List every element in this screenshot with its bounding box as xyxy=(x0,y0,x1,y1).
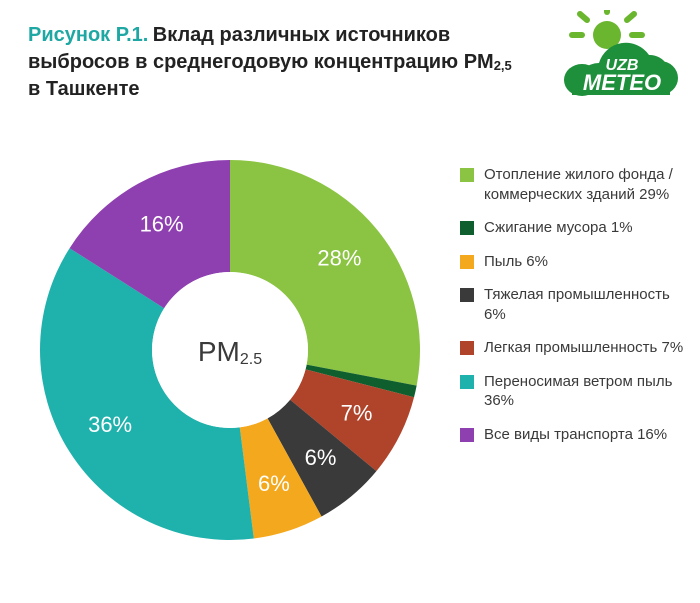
legend-text: Тяжелая промышленность 6% xyxy=(484,285,685,324)
legend-item: Пыль 6% xyxy=(460,252,685,272)
title-main-post: в Ташкенте xyxy=(28,78,140,100)
legend-swatch xyxy=(460,288,474,302)
slice-label: 6% xyxy=(305,445,337,470)
legend-item: Легкая промышленность 7% xyxy=(460,338,685,358)
pm25-donut-chart: 28%7%6%6%36%16%PM2.5 xyxy=(30,150,430,550)
legend-text: Легкая промышленность 7% xyxy=(484,338,683,358)
slice-label: 6% xyxy=(258,471,290,496)
chart-legend: Отопление жилого фонда / коммерческих зд… xyxy=(460,165,685,458)
title-main-sub: 2,5 xyxy=(494,58,512,73)
legend-text: Пыль 6% xyxy=(484,252,548,272)
legend-swatch xyxy=(460,375,474,389)
legend-item: Сжигание мусора 1% xyxy=(460,218,685,238)
legend-text: Все виды транспорта 16% xyxy=(484,425,667,445)
legend-swatch xyxy=(460,341,474,355)
uzb-meteo-logo: UZBMETEO xyxy=(552,10,682,110)
legend-text: Переносимая ветром пыль 36% xyxy=(484,372,685,411)
title-prefix: Рисунок Р.1. xyxy=(28,24,148,46)
legend-swatch xyxy=(460,428,474,442)
donut-svg: 28%7%6%6%36%16%PM2.5 xyxy=(30,150,430,550)
chart-title: Рисунок Р.1. Вклад различных источников … xyxy=(28,22,528,103)
legend-item: Все виды транспорта 16% xyxy=(460,425,685,445)
logo-svg: UZBMETEO xyxy=(552,10,682,110)
legend-text: Отопление жилого фонда / коммерческих зд… xyxy=(484,165,685,204)
slice-label: 36% xyxy=(88,412,132,437)
svg-text:METEO: METEO xyxy=(583,70,661,95)
legend-swatch xyxy=(460,168,474,182)
legend-swatch xyxy=(460,221,474,235)
legend-swatch xyxy=(460,255,474,269)
legend-item: Тяжелая промышленность 6% xyxy=(460,285,685,324)
slice-label: 28% xyxy=(317,245,361,270)
slice-label: 7% xyxy=(341,400,373,425)
legend-item: Отопление жилого фонда / коммерческих зд… xyxy=(460,165,685,204)
legend-text: Сжигание мусора 1% xyxy=(484,218,633,238)
legend-item: Переносимая ветром пыль 36% xyxy=(460,372,685,411)
slice-label: 16% xyxy=(140,211,184,236)
